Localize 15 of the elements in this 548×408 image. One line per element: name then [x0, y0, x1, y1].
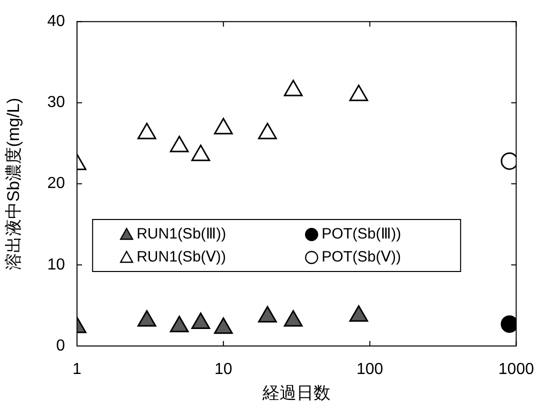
- y-axis-title: 溶出液中Sb濃度(mg/L): [4, 98, 23, 270]
- legend-label: RUN1(Sb(Ⅲ)): [136, 226, 226, 243]
- legend-label: POT(Sb(Ⅴ)): [322, 248, 402, 266]
- y-tick-label: 30: [47, 94, 66, 112]
- y-tick-label: 40: [47, 13, 66, 30]
- legend-label: POT(Sb(Ⅲ)): [322, 226, 402, 243]
- x-tick-label: 10: [214, 361, 232, 378]
- y-tick-label: 10: [47, 256, 66, 274]
- y-tick-label: 0: [56, 337, 66, 354]
- x-axis-title: 経過日数: [262, 383, 331, 402]
- x-tick-label: 1: [72, 361, 82, 378]
- legend-label: RUN1(Sb(Ⅴ)): [136, 248, 226, 266]
- x-tick-label: 100: [356, 361, 384, 378]
- x-tick-label: 1000: [498, 361, 534, 378]
- y-tick-label: 20: [47, 175, 66, 192]
